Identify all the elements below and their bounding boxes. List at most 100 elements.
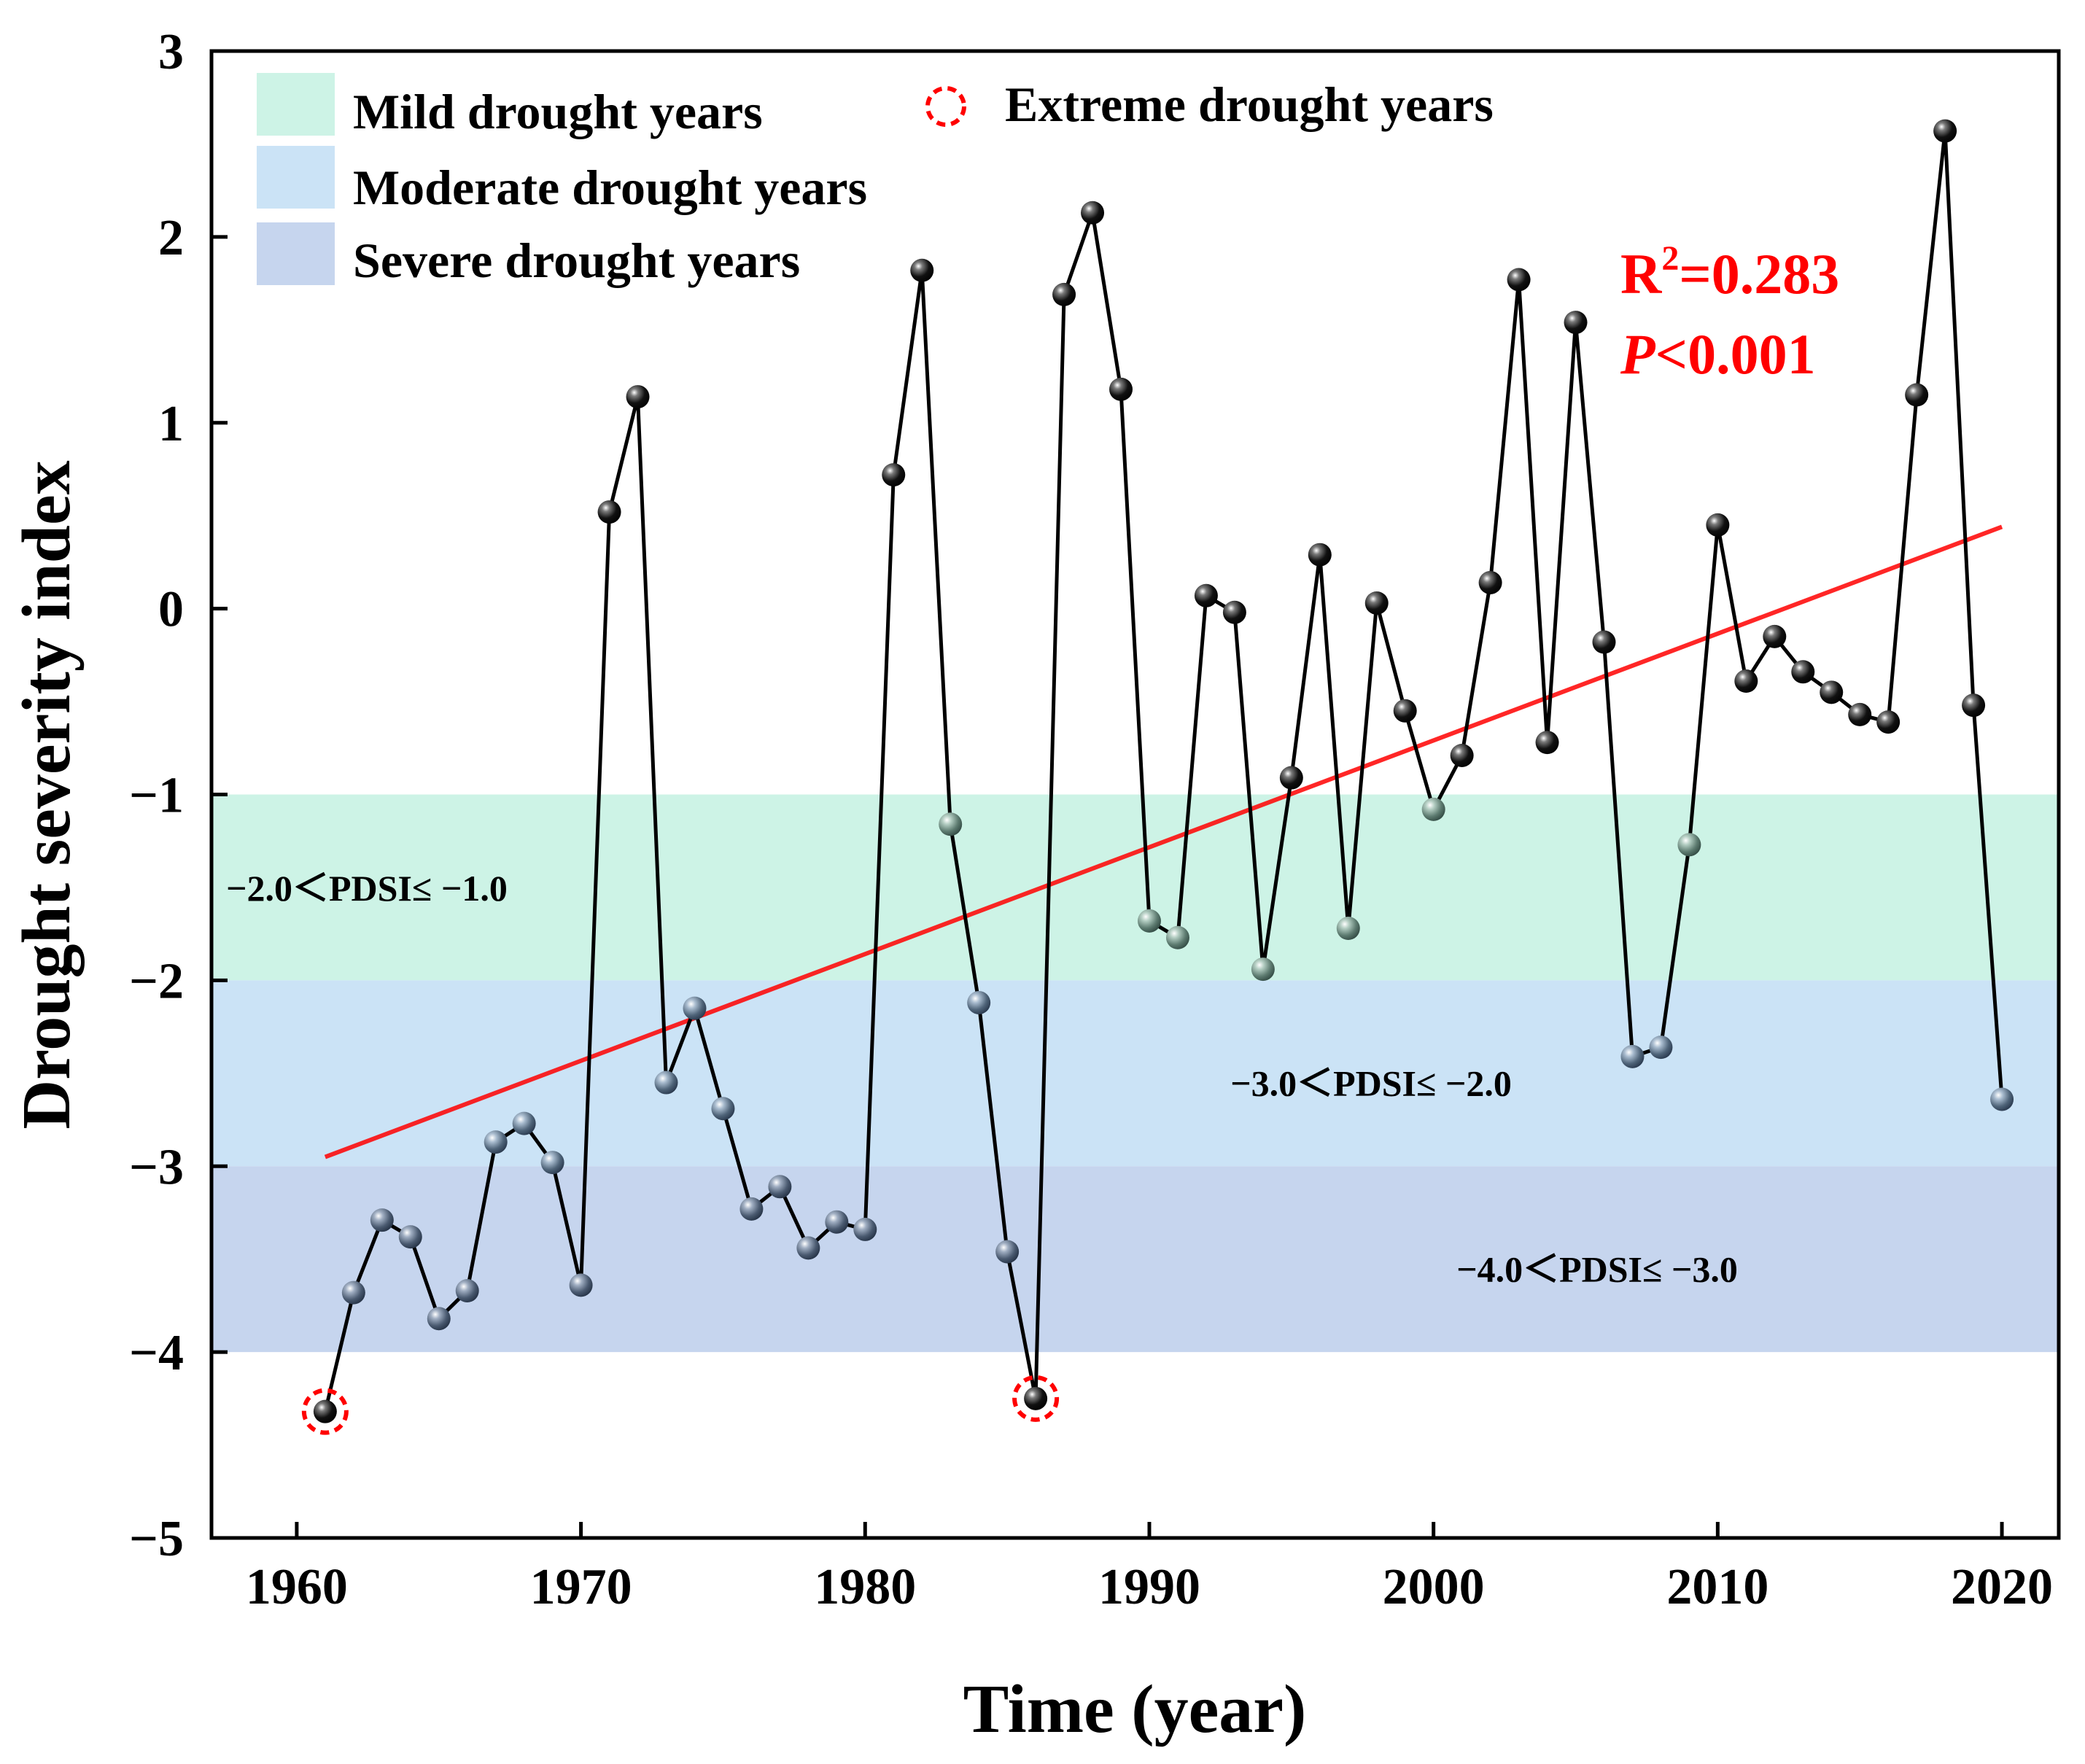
data-point-2001 — [1450, 743, 1474, 767]
data-point-1974 — [683, 996, 707, 1020]
data-point-2014 — [1820, 680, 1844, 704]
band-range-labels: −2.0＜PDSI≤ −1.0 −3.0＜PDSI≤ −2.0 −4.0＜PDSI≤… — [226, 868, 1738, 1289]
y-tick-label-0: 0 — [158, 582, 184, 638]
trend-line-group — [324, 524, 2003, 1159]
x-tick-label-2010: 2010 — [1666, 1559, 1768, 1615]
legend-swatch-moderate — [257, 146, 335, 209]
data-point-1980 — [853, 1217, 877, 1241]
data-point-2009 — [1677, 833, 1701, 857]
data-point-1984 — [967, 990, 991, 1014]
data-point-1977 — [768, 1175, 792, 1199]
y-tick-label--3: −3 — [129, 1139, 184, 1195]
drought-bands — [211, 794, 2059, 1353]
data-point-2005 — [1564, 311, 1588, 335]
data-point-1992 — [1194, 583, 1218, 607]
data-point-1997 — [1336, 917, 1360, 941]
data-point-1971 — [597, 500, 621, 524]
data-point-2008 — [1649, 1036, 1673, 1060]
data-point-2007 — [1620, 1044, 1645, 1068]
legend-label-moderate: Moderate drought years — [353, 160, 867, 215]
data-point-1970 — [569, 1273, 593, 1297]
data-point-1973 — [654, 1071, 678, 1095]
stats-annotation: R2=0.283 P<0.001 — [1620, 239, 1839, 386]
data-point-2019 — [1962, 693, 1986, 718]
r2-superscript: 2 — [1661, 239, 1679, 278]
legend-swatch-mild — [257, 73, 335, 136]
legend: Mild drought years Moderate drought year… — [257, 73, 1494, 288]
legend-label-mild: Mild drought years — [353, 84, 763, 139]
y-tick-label-1: 1 — [158, 396, 184, 452]
series-points — [313, 119, 2014, 1423]
trend-line — [324, 524, 2003, 1159]
legend-swatch-severe — [257, 222, 335, 285]
data-point-1987 — [1052, 282, 1076, 306]
data-point-1962 — [341, 1281, 365, 1305]
r2-value: =0.283 — [1679, 242, 1839, 306]
extreme-marker-1961 — [301, 1388, 349, 1435]
r2-text: R2=0.283 — [1620, 239, 1839, 306]
data-point-2016 — [1876, 710, 1900, 734]
data-point-1982 — [910, 258, 934, 282]
y-tick-label--5: −5 — [129, 1511, 184, 1567]
x-tick-label-2000: 2000 — [1383, 1559, 1485, 1615]
y-tick-label--1: −1 — [129, 768, 184, 824]
y-tick-label-2: 2 — [158, 210, 184, 266]
legend-extreme-marker — [925, 86, 966, 127]
y-axis: −5 −4 −3 −2 −1 0 1 2 3 — [129, 24, 228, 1567]
data-point-1983 — [939, 812, 963, 836]
data-point-2020 — [1990, 1087, 2014, 1111]
data-point-2017 — [1905, 383, 1929, 407]
p-text: P<0.001 — [1620, 322, 1816, 386]
data-point-1985 — [995, 1240, 1020, 1264]
data-point-1969 — [540, 1151, 564, 1175]
data-point-1966 — [455, 1279, 479, 1303]
data-point-2006 — [1592, 630, 1616, 654]
data-point-1978 — [796, 1236, 820, 1260]
data-point-2012 — [1763, 624, 1787, 648]
data-point-1968 — [512, 1111, 536, 1135]
band-1 — [211, 980, 2059, 1167]
data-point-2000 — [1421, 797, 1445, 821]
data-point-1965 — [427, 1307, 451, 1331]
data-point-1975 — [711, 1097, 735, 1121]
data-point-1995 — [1279, 766, 1303, 790]
band-range-label-0: −2.0＜PDSI≤ −1.0 — [226, 868, 508, 909]
data-point-2015 — [1848, 702, 1872, 726]
band-range-label-2: −4.0＜PDSI≤ −3.0 — [1456, 1248, 1738, 1289]
band-2 — [211, 1166, 2059, 1353]
data-point-1990 — [1137, 909, 1161, 933]
data-point-1999 — [1393, 699, 1417, 723]
x-tick-label-1970: 1970 — [530, 1559, 632, 1615]
x-axis-label: Time (year) — [963, 1671, 1307, 1747]
data-point-2018 — [1933, 119, 1957, 143]
data-point-1976 — [739, 1197, 764, 1221]
x-axis: 1960 1970 1980 1990 2000 2010 2020 — [246, 1522, 2053, 1615]
data-point-1972 — [626, 385, 650, 409]
data-point-1996 — [1308, 543, 1332, 567]
p-value: <0.001 — [1655, 322, 1816, 386]
x-tick-label-1990: 1990 — [1098, 1559, 1200, 1615]
data-point-2010 — [1706, 513, 1730, 537]
r2-label: R — [1620, 242, 1663, 306]
p-label: P — [1620, 322, 1656, 386]
data-point-2011 — [1734, 669, 1758, 693]
data-point-1961 — [313, 1399, 337, 1423]
data-point-1964 — [398, 1225, 422, 1249]
y-tick-label--2: −2 — [129, 953, 184, 1009]
extreme-marker-1986 — [1012, 1375, 1060, 1422]
data-point-1998 — [1364, 591, 1389, 615]
data-point-2003 — [1507, 268, 1531, 292]
data-point-1981 — [882, 463, 906, 487]
y-tick-label--4: −4 — [129, 1325, 184, 1381]
x-tick-label-1980: 1980 — [814, 1559, 916, 1615]
y-tick-label-3: 3 — [158, 24, 184, 80]
data-point-1989 — [1109, 377, 1133, 401]
band-range-label-1: −3.0＜PDSI≤ −2.0 — [1230, 1063, 1512, 1104]
data-point-1979 — [825, 1210, 849, 1234]
y-axis-label: Drought severity index — [9, 460, 85, 1129]
data-point-1994 — [1251, 957, 1275, 982]
data-point-1993 — [1222, 600, 1246, 624]
data-point-1986 — [1024, 1386, 1048, 1410]
data-point-2002 — [1478, 570, 1502, 594]
